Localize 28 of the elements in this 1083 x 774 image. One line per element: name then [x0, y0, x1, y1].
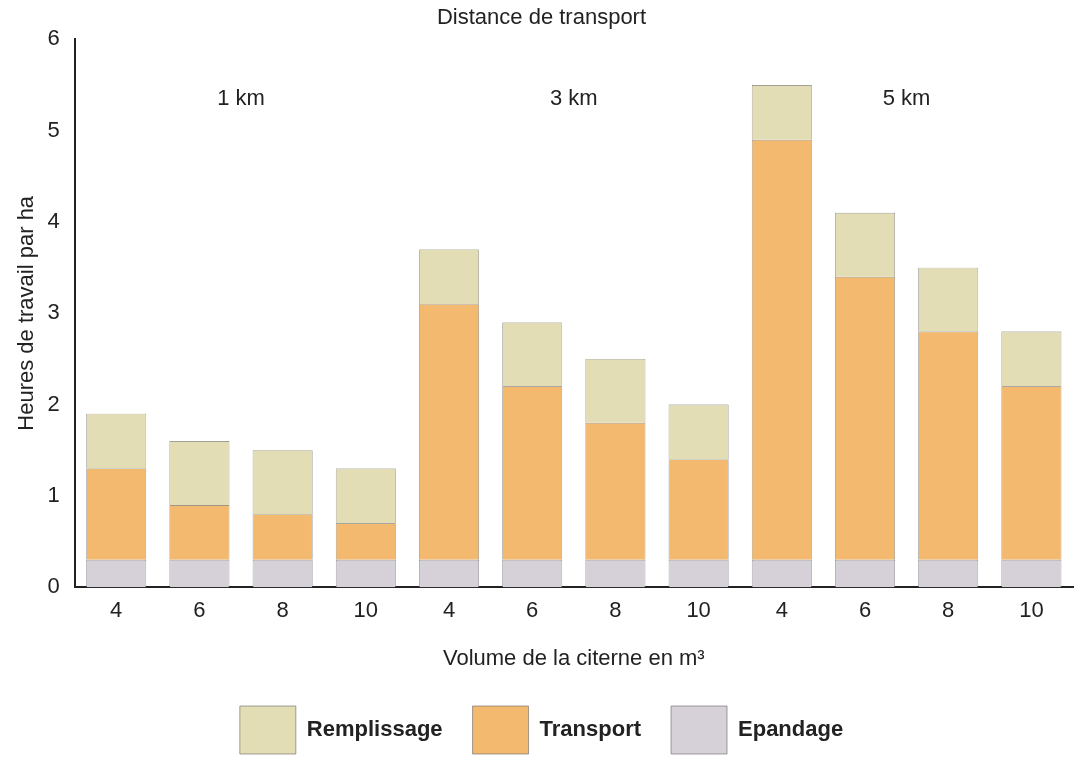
- x-tick-label: 8: [942, 597, 955, 623]
- y-tick-label: 1: [47, 481, 60, 507]
- x-tick-label: 6: [526, 597, 539, 623]
- x-tick-label: 4: [442, 597, 456, 623]
- y-tick-label: 6: [47, 25, 60, 51]
- y-tick-label: 3: [47, 299, 60, 325]
- x-tick-label: 4: [110, 597, 123, 623]
- annotation: 3 km: [549, 85, 598, 111]
- x-tick-label: 10: [353, 597, 379, 623]
- y-tick-label: 2: [47, 390, 60, 416]
- annotation: 1 km: [217, 85, 265, 111]
- y-tick-label: 5: [47, 116, 60, 142]
- x-axis-title: Volume de la citerne en m³: [442, 644, 705, 670]
- x-tick-label: 8: [276, 597, 289, 623]
- x-tick-label: 4: [775, 597, 788, 623]
- legend-label: Remplissage: [306, 716, 443, 742]
- annotation: 5 km: [882, 85, 931, 111]
- legend-label: Transport: [539, 716, 642, 742]
- legend-label: Epandage: [738, 716, 844, 742]
- x-tick-label: 6: [858, 597, 872, 623]
- x-tick-label: 10: [1019, 597, 1044, 623]
- chart-title: Distance de transport: [436, 4, 647, 30]
- x-tick-label: 10: [686, 597, 711, 623]
- y-tick-label: 0: [47, 573, 60, 599]
- y-tick-label: 4: [47, 208, 60, 234]
- x-tick-label: 6: [193, 597, 206, 623]
- x-tick-label: 8: [609, 597, 622, 623]
- y-axis-title: Heures de travail par ha: [13, 195, 39, 431]
